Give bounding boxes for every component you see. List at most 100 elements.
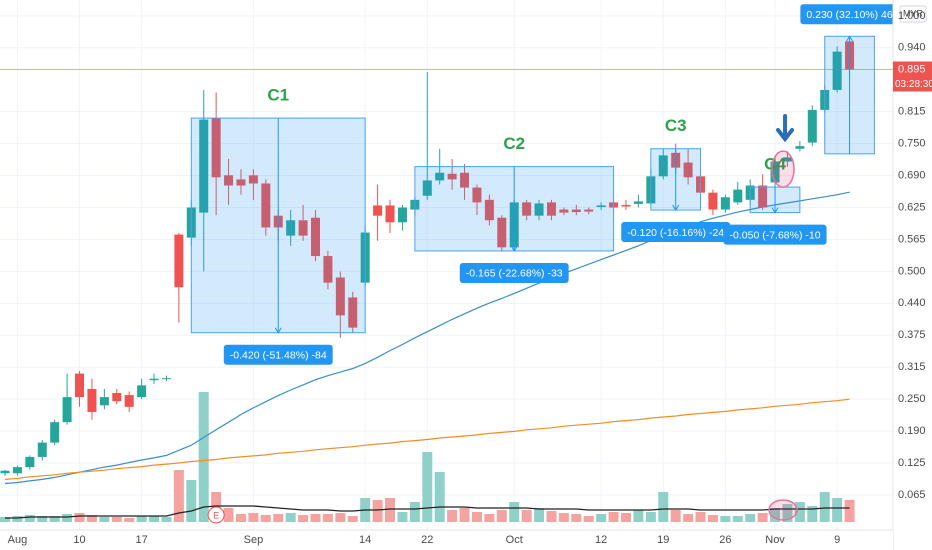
measure-label-bg [723, 224, 827, 245]
volume-bar [695, 512, 706, 522]
y-tick-label: 0.815 [898, 106, 926, 118]
volume-bar [794, 502, 805, 522]
time-axis-bg [0, 530, 893, 550]
volume-bar [372, 500, 383, 522]
candle-body [621, 204, 631, 207]
candle-body [199, 119, 209, 213]
candle-body [311, 217, 320, 257]
candle-body [472, 187, 482, 203]
volume-bar [99, 517, 110, 522]
volume-bar [49, 516, 60, 522]
y-tick-label: 0.440 [898, 297, 926, 309]
y-tick-label: 0.750 [898, 138, 926, 150]
volume-bar [235, 514, 246, 522]
y-tick-label: 0.690 [898, 169, 926, 181]
volume-bar [447, 510, 458, 522]
candle-body [422, 180, 432, 196]
volume-bar [484, 514, 495, 522]
candle-body [522, 202, 532, 216]
volume-bar [633, 510, 644, 522]
candle-body [124, 395, 134, 407]
volume-bar [807, 506, 818, 522]
x-tick-label: 14 [359, 534, 371, 546]
candle-body [720, 197, 730, 210]
volume-bar [683, 514, 694, 522]
volume-ma-line [5, 505, 850, 519]
earnings-marker [207, 506, 225, 524]
countdown-label: 03:28:30 [895, 79, 932, 90]
highlight-circle [768, 499, 798, 521]
volume-bar [509, 502, 520, 522]
x-tick-label: Aug [8, 534, 28, 546]
volume-bar [546, 511, 557, 522]
volume-bar [74, 513, 85, 522]
volume-bar [136, 516, 147, 522]
candle-body [435, 172, 445, 181]
candle-body [298, 220, 308, 236]
volume-bar [186, 480, 197, 522]
candle-body [224, 175, 234, 186]
candle-body [633, 201, 643, 204]
candle-body [87, 388, 97, 412]
volume-bar [12, 516, 23, 522]
y-tick-label: 1.000 [898, 10, 926, 22]
volume-bar [24, 515, 35, 522]
measure-label: -0.165 (-22.68%) -33 [466, 268, 563, 280]
y-tick-label: 0.065 [898, 489, 926, 501]
volume-bar [111, 517, 122, 522]
candle-body [733, 189, 743, 203]
volume-bar [496, 510, 507, 522]
candle-body [25, 456, 35, 468]
pattern-label: C2 [503, 134, 525, 153]
x-tick-label: 9 [834, 534, 840, 546]
volume-bar [521, 510, 532, 522]
volume-bar [223, 508, 234, 522]
volume-bar [471, 512, 482, 522]
candle-body [484, 199, 494, 221]
arrow-marker [776, 114, 795, 143]
candle-body [286, 220, 296, 236]
moving-average-line [4, 191, 850, 485]
candle-body [348, 297, 358, 328]
candle-body [807, 109, 817, 143]
volume-bar [558, 513, 569, 522]
candle-body [658, 155, 668, 177]
candle-body [795, 146, 805, 149]
volume-bar [322, 514, 333, 522]
volume-bar [173, 470, 184, 522]
price-axis-bg [893, 0, 932, 550]
candle-body [335, 277, 345, 316]
candle-body [75, 373, 85, 398]
volume-bar [757, 513, 768, 522]
measure-arrowhead [846, 35, 853, 42]
volume-bar [248, 513, 259, 522]
pattern-label: C1 [267, 86, 289, 105]
volume-bar [0, 517, 10, 522]
volume-bar [149, 516, 160, 522]
volume-bar [198, 392, 209, 522]
volume-bar [161, 517, 172, 522]
candle-body [447, 173, 457, 180]
candle-body [397, 207, 407, 223]
volume-bar [596, 514, 607, 522]
candle-body [149, 378, 159, 381]
measure-arrowhead [510, 245, 518, 252]
y-tick-label: 0.315 [898, 361, 926, 373]
y-tick-label: 0.500 [898, 265, 926, 277]
x-tick-label: 12 [595, 534, 607, 546]
pattern-label: C3 [665, 116, 687, 135]
volume-bar [782, 504, 793, 522]
volume-bar [434, 472, 445, 522]
candle-body [248, 175, 258, 184]
x-tick-label: Sep [244, 534, 264, 546]
volume-bar [310, 514, 321, 522]
candle-body [261, 183, 271, 228]
volume-bar [770, 508, 781, 522]
volume-bar [571, 514, 582, 522]
candle-body [99, 397, 109, 406]
x-tick-label: Oct [506, 534, 523, 546]
candle-body [373, 205, 383, 216]
candle-body [770, 161, 780, 183]
candle-body [584, 209, 594, 212]
candle-body [0, 470, 10, 474]
